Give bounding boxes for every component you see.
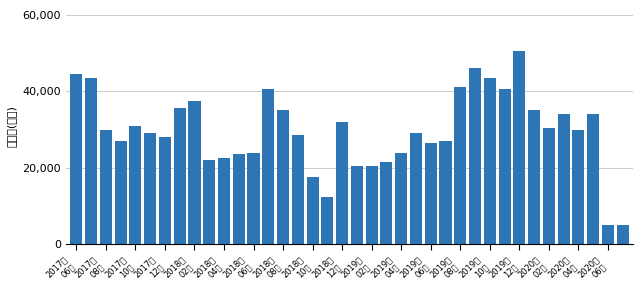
Bar — [557, 114, 570, 244]
Bar — [115, 141, 127, 244]
Bar — [572, 130, 584, 244]
Bar — [277, 110, 289, 244]
Bar — [100, 130, 112, 244]
Bar — [233, 154, 245, 244]
Bar — [203, 160, 215, 244]
Bar — [528, 110, 540, 244]
Bar — [365, 166, 378, 244]
Bar — [425, 143, 436, 244]
Bar — [543, 128, 555, 244]
Bar — [144, 133, 156, 244]
Bar — [484, 78, 496, 244]
Bar — [173, 108, 186, 244]
Bar — [499, 89, 511, 244]
Bar — [292, 135, 304, 244]
Bar — [248, 153, 260, 244]
Bar — [129, 126, 141, 244]
Bar — [262, 89, 275, 244]
Bar — [617, 225, 628, 244]
Bar — [454, 87, 467, 244]
Bar — [159, 137, 171, 244]
Bar — [351, 166, 363, 244]
Bar — [321, 197, 333, 244]
Bar — [85, 78, 97, 244]
Bar — [70, 74, 83, 244]
Bar — [218, 158, 230, 244]
Bar — [602, 225, 614, 244]
Bar — [587, 114, 599, 244]
Y-axis label: 거래량(건수): 거래량(건수) — [7, 105, 17, 147]
Bar — [440, 141, 452, 244]
Bar — [395, 153, 407, 244]
Bar — [307, 177, 319, 244]
Bar — [380, 162, 392, 244]
Bar — [469, 68, 481, 244]
Bar — [410, 133, 422, 244]
Bar — [188, 101, 200, 244]
Bar — [513, 51, 525, 244]
Bar — [336, 122, 348, 244]
